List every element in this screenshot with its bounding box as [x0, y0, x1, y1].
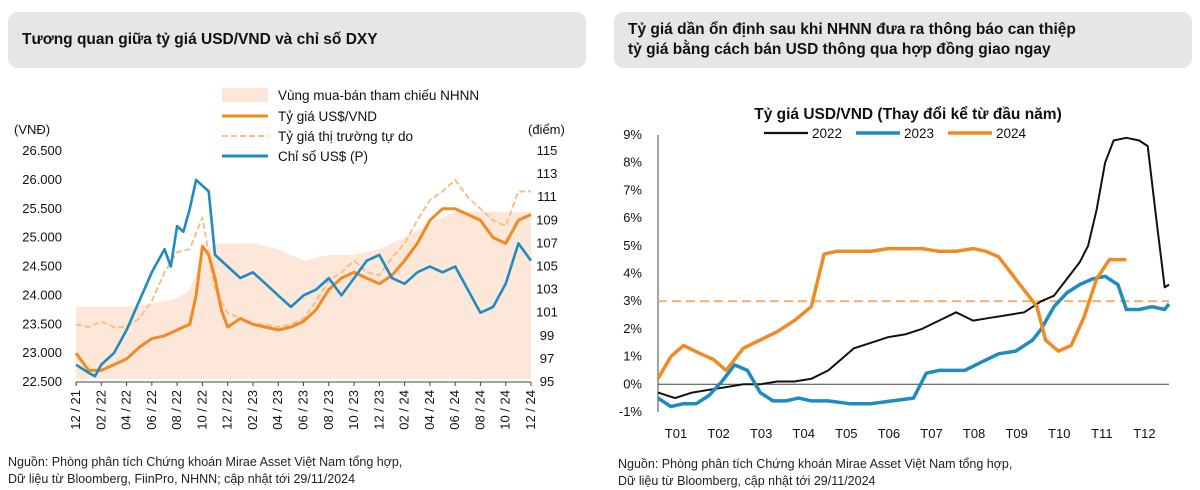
- right-y-tick-label: 99: [540, 328, 554, 343]
- right-y-tick-label: 105: [536, 259, 558, 274]
- x-tick-label: 10 / 24: [498, 390, 513, 430]
- usd-vnd-rate-line: [74, 207, 532, 372]
- left-y-tick-label: 26.500: [22, 143, 62, 158]
- right-y-tick-label: 5%: [623, 238, 642, 253]
- right-y-tick-label: 113: [537, 166, 558, 181]
- legend-usd-vnd-label: Tỷ giá US$/VND: [278, 109, 377, 124]
- left-y-tick-label: 24.000: [22, 287, 62, 302]
- left-y-tick-label: 24.500: [22, 259, 62, 274]
- right-y-tick-label: 9%: [623, 127, 642, 142]
- left-source-line-1: Nguồn: Phòng phân tích Chứng khoán Mirae…: [8, 455, 403, 469]
- right-y-tick-label: 4%: [623, 266, 642, 281]
- right-source-line-2: Dữ liệu từ Bloomberg, cập nhật tới 29/11…: [618, 474, 876, 488]
- right-y-tick-label: 8%: [623, 155, 642, 170]
- x-tick-label: 06 / 22: [144, 390, 159, 430]
- left-chart-title: Tương quan giữa tỷ giá USD/VND và chỉ số…: [22, 31, 378, 48]
- right-y-tick-label: -1%: [619, 404, 643, 419]
- series-2022-line: [657, 136, 1170, 400]
- x-tick-label: 04 / 23: [270, 390, 285, 430]
- right-y-tick-label: 103: [536, 282, 558, 297]
- left-axis-unit: (VNĐ): [14, 122, 50, 137]
- right-x-tick-label: T09: [1005, 426, 1027, 441]
- right-source-line-1: Nguồn: Phòng phân tích Chứng khoán Mirae…: [618, 457, 1013, 471]
- x-tick-label: 08 / 23: [321, 390, 336, 430]
- right-y-tick-label: 101: [536, 305, 558, 320]
- right-y-tick-label: 2%: [623, 321, 642, 336]
- left-chart: 22.500 23.000 23.500 24.000 24.500 25.000 25.5…: [14, 88, 565, 430]
- right-y-tick-label: 115: [537, 143, 558, 158]
- x-tick-label: 08 / 24: [472, 390, 487, 430]
- left-source-line-2: Dữ liệu từ Bloomberg, FiinPro, NHNN; cập…: [8, 472, 356, 486]
- series-2024-line: [656, 246, 1127, 380]
- right-y-tick-label: 6%: [623, 210, 642, 225]
- x-tick-label: 02 / 23: [245, 390, 260, 430]
- right-chart: Tỷ giá USD/VND (Thay đổi kể từ đầu năm) 2…: [619, 106, 1171, 441]
- x-tick-label: 04 / 24: [422, 390, 437, 430]
- legend-free-market-label: Tỷ giá thị trường tự do: [278, 129, 413, 144]
- right-x-tick-label: T05: [835, 426, 857, 441]
- right-y-tick-label: 109: [536, 212, 558, 227]
- right-y-tick-label: 95: [540, 374, 554, 389]
- series-2023-line: [657, 274, 1171, 409]
- right-panel: Tỷ giá dần ổn định sau khi NHNN đưa ra t…: [608, 0, 1198, 490]
- right-x-tick-label: T10: [1048, 426, 1070, 441]
- right-title-line-1: Tỷ giá dần ổn định sau khi NHNN đưa ra t…: [628, 21, 1076, 38]
- left-y-tick-label: 23.500: [22, 316, 62, 331]
- x-tick-label: 12 / 23: [371, 390, 386, 430]
- legend-band-label: Vùng mua-bán tham chiếu NHNN: [278, 88, 479, 103]
- x-tick-label: 04 / 22: [119, 390, 134, 430]
- right-y-tick-label: 97: [540, 351, 554, 366]
- left-y-tick-label: 25.500: [22, 201, 62, 216]
- dxy-index-line: [75, 178, 533, 378]
- left-y-tick-label: 22.500: [22, 374, 62, 389]
- right-chart-title: Tỷ giá USD/VND (Thay đổi kể từ đầu năm): [754, 106, 1062, 123]
- legend-2022-label: 2022: [812, 126, 842, 141]
- right-y-tick-label: 1%: [623, 349, 642, 364]
- legend-dxy-label: Chỉ số US$ (P): [278, 149, 368, 164]
- free-market-rate-line: [75, 178, 531, 329]
- left-y-tick-label: 25.000: [22, 230, 62, 245]
- left-y-tick-label: 23.000: [22, 345, 62, 360]
- right-x-tick-label: T02: [707, 426, 729, 441]
- x-tick-label: 12 / 22: [220, 390, 235, 430]
- x-tick-label: 12 / 21: [68, 390, 83, 430]
- right-y-tick-label: 7%: [623, 182, 642, 197]
- x-tick-label: 10 / 23: [346, 390, 361, 430]
- right-x-tick-label: T12: [1133, 426, 1155, 441]
- right-x-tick-label: T08: [963, 426, 985, 441]
- x-tick-label: 02 / 22: [93, 390, 108, 430]
- legend-band-swatch: [222, 88, 268, 102]
- legend-2024-label: 2024: [996, 126, 1027, 141]
- x-tick-label: 10 / 22: [194, 390, 209, 430]
- x-tick-label: 06 / 23: [296, 390, 311, 430]
- right-title-line-2: tỷ giá bằng cách bán USD thông qua hợp đ…: [628, 41, 1051, 58]
- left-panel: Tương quan giữa tỷ giá USD/VND và chỉ số…: [0, 0, 590, 490]
- right-y-tick-label: 3%: [623, 293, 642, 308]
- right-title-box: Tỷ giá dần ổn định sau khi NHNN đưa ra t…: [614, 12, 1192, 68]
- right-y-tick-label: 0%: [623, 376, 642, 391]
- x-tick-label: 06 / 24: [447, 390, 462, 430]
- right-x-tick-label: T03: [750, 426, 772, 441]
- right-source-note: Nguồn: Phòng phân tích Chứng khoán Mirae…: [618, 456, 1012, 490]
- left-title-box: Tương quan giữa tỷ giá USD/VND và chỉ số…: [8, 12, 586, 68]
- x-tick-label: 12 / 24: [523, 390, 538, 430]
- right-x-tick-label: T01: [665, 426, 687, 441]
- left-source-note: Nguồn: Phòng phân tích Chứng khoán Mirae…: [8, 454, 402, 488]
- right-x-tick-label: T11: [1091, 426, 1112, 441]
- right-x-tick-label: T04: [793, 426, 815, 441]
- x-tick-label: 08 / 22: [169, 390, 184, 430]
- right-y-tick-label: 107: [536, 235, 558, 250]
- right-axis-unit: (điểm): [528, 122, 565, 137]
- legend-2023-label: 2023: [904, 126, 934, 141]
- right-y-tick-label: 111: [537, 189, 557, 204]
- right-x-tick-label: T07: [920, 426, 942, 441]
- left-y-tick-label: 26.000: [22, 172, 62, 187]
- x-tick-label: 02 / 24: [397, 390, 412, 430]
- right-x-tick-label: T06: [878, 426, 900, 441]
